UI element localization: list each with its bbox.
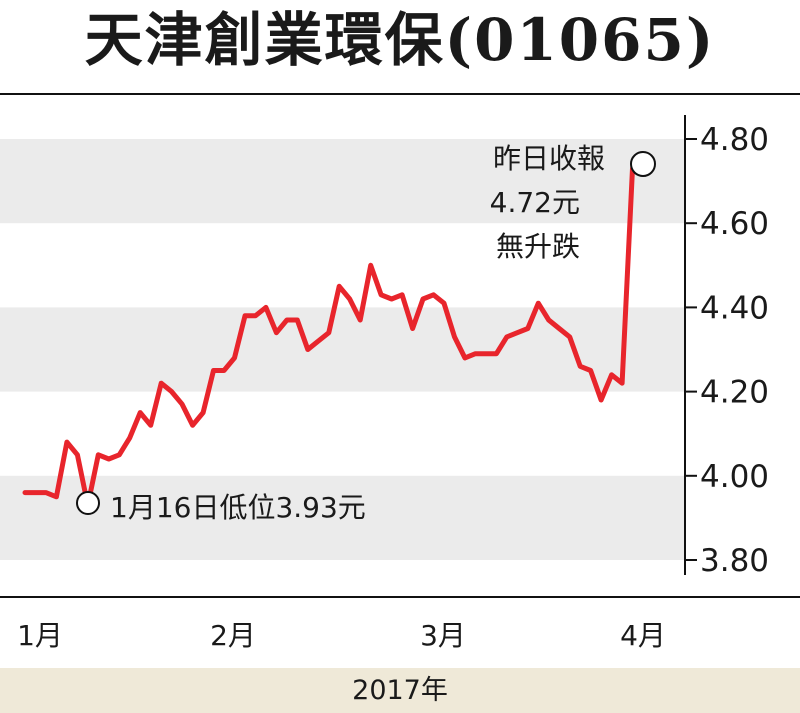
- x-tick-label: 3月: [420, 619, 466, 652]
- low-point-marker: [76, 491, 100, 515]
- x-tick-label: 2月: [210, 619, 256, 652]
- y-tick-label: 4.00: [700, 459, 769, 495]
- close-annotation-line2: 4.72元: [490, 186, 580, 219]
- close-point-marker: [630, 151, 656, 177]
- close-annotation-line1: 昨日收報: [493, 142, 605, 175]
- y-tick-label: 3.80: [700, 543, 769, 579]
- x-axis-label: 2017年: [0, 668, 800, 713]
- close-annotation-line3: 無升跌: [496, 230, 580, 263]
- y-tick-label: 4.20: [700, 375, 769, 411]
- x-tick-label: 4月: [620, 619, 666, 652]
- line-chart: 4.80 4.60 4.40 4.20 4.00 3.80 1月 2月 3月 4月 1月16日低…: [0, 93, 800, 652]
- y-tick-label: 4.60: [700, 206, 769, 242]
- x-tick-label: 1月: [17, 619, 63, 652]
- y-tick-label: 4.40: [700, 290, 769, 326]
- chart-title: 天津創業環保(01065): [84, 6, 716, 74]
- grid-band: [0, 475, 685, 560]
- price-line: [22, 166, 646, 508]
- low-annotation: 1月16日低位3.93元: [110, 491, 366, 524]
- y-tick-label: 4.80: [700, 122, 769, 158]
- grid-band: [0, 307, 685, 392]
- grid-band: [0, 139, 685, 224]
